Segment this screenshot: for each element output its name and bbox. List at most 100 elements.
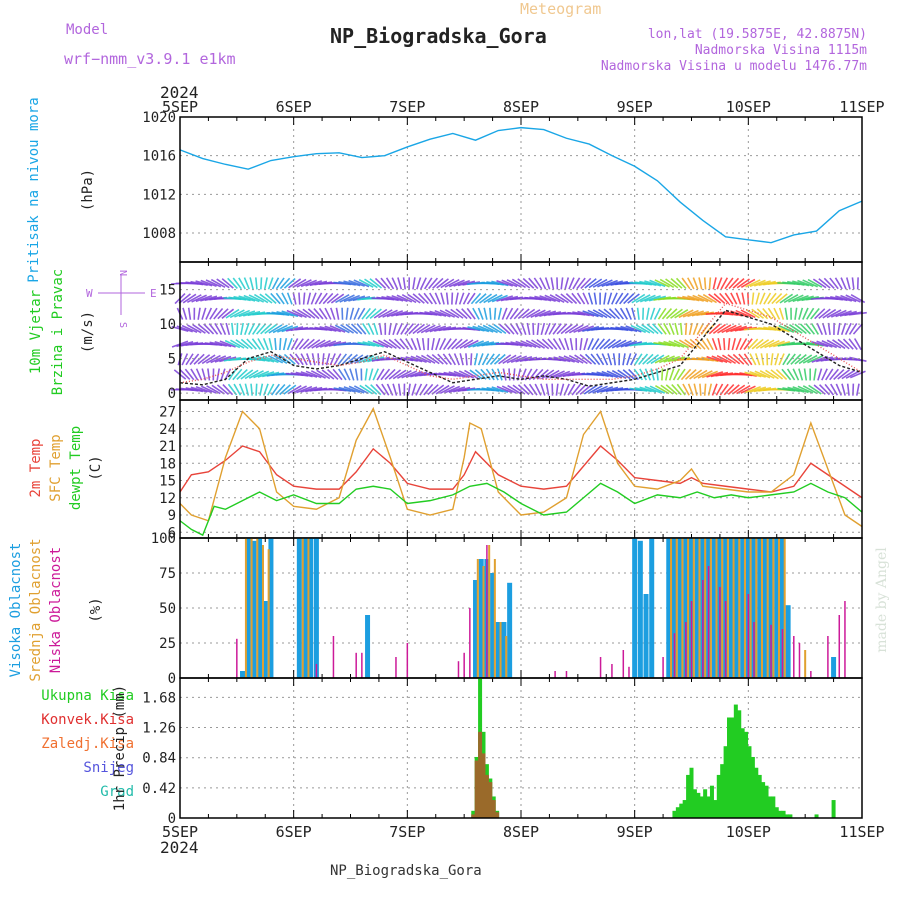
wind-barb — [841, 383, 846, 396]
wind-barb — [595, 338, 605, 350]
wind-barb — [289, 353, 300, 365]
wind-barb — [727, 354, 741, 365]
wind-barb — [464, 369, 479, 380]
y-label-wind: 10m Vjetar — [28, 290, 44, 374]
wind-barb — [381, 296, 399, 302]
wind-barb — [547, 338, 558, 350]
cloud-bar — [478, 559, 484, 678]
wind-barb — [802, 307, 809, 320]
wind-barb — [693, 369, 708, 380]
wind-barb — [429, 292, 438, 305]
wind-barb — [485, 353, 495, 366]
wind-barb — [431, 338, 435, 351]
wind-barb — [251, 338, 261, 350]
y-tick-label: 25 — [159, 636, 176, 652]
wind-barb — [429, 310, 447, 317]
wind-barb — [201, 307, 207, 320]
wind-barb — [272, 324, 288, 334]
precip-bar — [675, 807, 680, 818]
wind-barb — [333, 353, 342, 366]
precip-bar — [737, 710, 742, 818]
cloud-bar — [715, 538, 718, 678]
wind-barb — [590, 353, 601, 366]
series-line-brzina — [179, 309, 863, 387]
wind-barb — [762, 308, 773, 320]
wind-barb — [473, 353, 479, 366]
wind-barb — [271, 277, 280, 290]
wind-barb — [844, 322, 852, 335]
wind-barb — [330, 307, 336, 320]
wind-barb — [830, 295, 848, 302]
wind-barb — [238, 310, 256, 318]
wind-barb — [319, 340, 337, 348]
wind-barb — [517, 384, 530, 396]
wind-barb — [672, 368, 681, 381]
cloud-bar — [662, 657, 664, 678]
wind-barb — [635, 294, 651, 303]
wind-barb — [807, 355, 823, 364]
compass-s: S — [117, 322, 128, 328]
wind-barb — [822, 322, 827, 336]
wind-barb — [386, 295, 404, 302]
wind-barb — [246, 338, 257, 350]
wind-barb — [605, 280, 623, 287]
y-tick-label: 9 — [168, 508, 176, 524]
cloud-bar — [673, 633, 676, 678]
wind-barb — [770, 369, 784, 380]
y-tick-label: 1012 — [142, 187, 176, 203]
wind-barb — [670, 278, 683, 289]
wind-barb — [754, 370, 771, 379]
wind-barb — [466, 292, 476, 305]
wind-barb — [816, 322, 824, 336]
cloud-bar — [755, 538, 758, 678]
wind-barb — [792, 294, 809, 303]
wind-barb — [493, 353, 506, 365]
wind-barb — [601, 386, 619, 393]
wind-barb — [787, 280, 805, 286]
wind-barb — [238, 295, 256, 302]
cloud-bar — [406, 643, 409, 678]
wind-barb — [491, 294, 508, 303]
precip-bar — [784, 814, 789, 818]
top-day-label-8SEP: 8SEP — [503, 98, 539, 116]
wind-barb — [665, 278, 679, 289]
wind-barb — [545, 383, 550, 396]
wind-barb — [569, 338, 574, 351]
wind-barb — [408, 323, 420, 335]
wind-barb — [506, 279, 522, 288]
wind-barb — [397, 369, 412, 379]
cloud-bar — [666, 538, 672, 678]
precip-bar — [713, 800, 718, 818]
wind-barb — [630, 324, 647, 334]
wind-barb — [703, 383, 707, 396]
wind-barb — [654, 385, 670, 395]
wind-barb — [392, 369, 407, 380]
wind-barb — [659, 278, 675, 289]
cloud-bar — [643, 594, 649, 678]
wind-barb — [826, 339, 842, 349]
wind-barb — [335, 307, 340, 320]
wind-barb — [496, 280, 513, 287]
wind-barb — [751, 338, 764, 350]
wind-barb — [764, 339, 780, 349]
wind-barb — [808, 384, 822, 395]
cloud-bar — [831, 657, 837, 678]
y-tick-label: 0.84 — [142, 751, 176, 767]
wind-barb — [517, 308, 530, 320]
wind-barb — [374, 277, 387, 289]
wind-barb — [756, 308, 769, 320]
wind-barb — [372, 368, 380, 381]
wind-barb — [520, 368, 527, 381]
cloud-bar — [236, 638, 238, 678]
wind-barb — [468, 340, 484, 348]
wind-barb — [367, 356, 385, 363]
wind-barb — [487, 324, 503, 334]
wind-barb — [580, 277, 592, 289]
wind-barb — [560, 323, 573, 335]
wind-barb — [259, 383, 264, 396]
wind-barb — [773, 340, 791, 348]
wind-barb — [687, 277, 695, 290]
wind-barb — [616, 340, 632, 349]
cloud-bar — [838, 615, 841, 678]
